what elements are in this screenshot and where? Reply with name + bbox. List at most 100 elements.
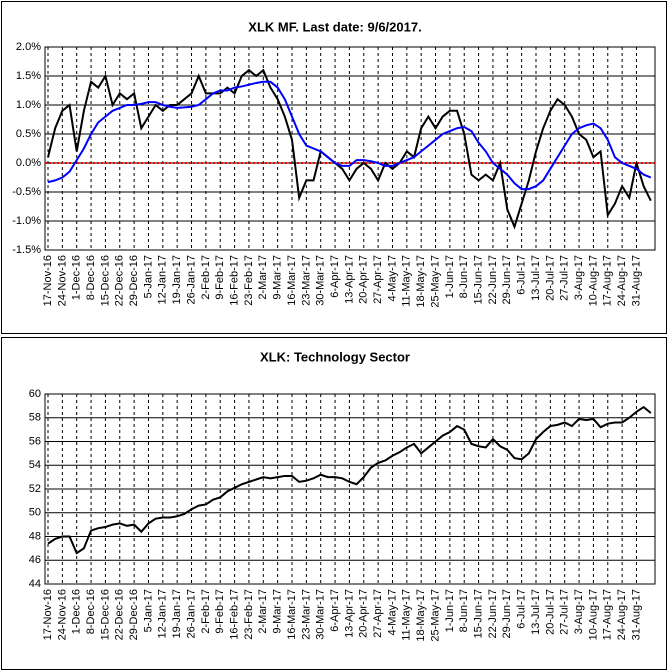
x-tick-label: 30-Mar-17 (315, 589, 327, 640)
series-line (47, 80, 652, 191)
y-tick-label: 50 (29, 507, 41, 519)
x-tick-label: 25-May-17 (429, 255, 441, 308)
x-tick-label: 22-Jun-17 (487, 589, 499, 639)
x-tick-label: 22-Dec-16 (114, 255, 126, 306)
x-tick-label: 19-Jan-17 (171, 255, 183, 305)
y-tick-label: 2.0% (16, 41, 41, 53)
x-tick-label: 2-Feb-17 (200, 255, 212, 300)
x-tick-label: 17-Nov-16 (42, 589, 54, 640)
y-tick-label: -0.5% (12, 186, 41, 198)
x-tick-label: 8-Jun-17 (458, 255, 470, 298)
y-tick-label: 54 (29, 459, 41, 471)
y-tick-label: 1.0% (16, 99, 41, 111)
x-tick-label: 8-Jun-17 (458, 589, 470, 632)
x-tick-label: 27-Apr-17 (372, 589, 384, 638)
x-tick-label: 29-Jun-17 (501, 255, 513, 305)
x-tick-label: 8-Dec-16 (85, 255, 97, 300)
x-tick-label: 8-Dec-16 (85, 589, 97, 634)
y-tick-label: 58 (29, 412, 41, 424)
chart-title: XLK: Technology Sector (260, 349, 410, 364)
x-tick-label: 11-May-17 (401, 589, 413, 641)
y-tick-label: 56 (29, 435, 41, 447)
y-tick-label: 52 (29, 483, 41, 495)
x-tick-label: 29-Jun-17 (501, 589, 513, 639)
x-tick-label: 18-May-17 (415, 255, 427, 308)
x-tick-label: 3-Aug-17 (573, 255, 585, 300)
x-tick-label: 4-May-17 (386, 255, 398, 301)
x-tick-label: 6-Jul-17 (516, 255, 528, 295)
x-tick-label: 30-Mar-17 (315, 255, 327, 306)
x-tick-label: 23-Mar-17 (300, 255, 312, 306)
x-tick-label: 3-Aug-17 (573, 589, 585, 634)
x-tick-label: 1-Jun-17 (444, 255, 456, 298)
x-tick-label: 6-Jul-17 (516, 589, 528, 629)
x-tick-label: 23-Feb-17 (243, 255, 255, 306)
x-tick-label: 26-Jan-17 (185, 589, 197, 639)
x-tick-label: 20-Apr-17 (358, 589, 370, 638)
y-tick-label: 46 (29, 554, 41, 566)
x-tick-label: 10-Aug-17 (587, 255, 599, 306)
x-tick-label: 11-May-17 (401, 255, 413, 307)
x-tick-label: 24-Nov-16 (56, 255, 68, 306)
x-tick-label: 22-Jun-17 (487, 255, 499, 305)
x-tick-label: 25-May-17 (429, 589, 441, 642)
y-tick-label: 0.5% (16, 128, 41, 140)
x-tick-label: 15-Dec-16 (99, 589, 111, 640)
x-tick-label: 13-Jul-17 (530, 255, 542, 301)
x-tick-label: 2-Mar-17 (257, 589, 269, 634)
x-tick-label: 1-Jun-17 (444, 589, 456, 632)
series-line (47, 405, 652, 555)
x-tick-label: 5-Jan-17 (142, 255, 154, 298)
chart-title: XLK MF. Last date: 9/6/2017. (248, 19, 421, 34)
x-tick-label: 10-Aug-17 (587, 589, 599, 640)
x-tick-label: 24-Aug-17 (616, 255, 628, 306)
y-tick-label: -1.0% (12, 215, 41, 227)
x-tick-label: 27-Jul-17 (559, 589, 571, 635)
x-tick-label: 4-May-17 (386, 589, 398, 635)
x-tick-label: 23-Feb-17 (243, 589, 255, 640)
x-tick-label: 2-Mar-17 (257, 255, 269, 300)
x-tick-label: 17-Aug-17 (602, 589, 614, 640)
x-tick-label: 31-Aug-17 (630, 589, 642, 640)
x-tick-label: 31-Aug-17 (630, 255, 642, 306)
x-tick-label: 6-Apr-17 (329, 255, 341, 298)
x-tick-label: 29-Dec-16 (128, 589, 140, 640)
x-tick-label: 24-Nov-16 (56, 589, 68, 640)
y-tick-label: 44 (29, 578, 41, 590)
x-tick-label: 15-Jun-17 (472, 589, 484, 639)
x-tick-label: 2-Feb-17 (200, 589, 212, 634)
x-tick-label: 24-Aug-17 (616, 589, 628, 640)
x-tick-label: 13-Apr-17 (343, 589, 355, 638)
x-tick-label: 9-Mar-17 (272, 255, 284, 300)
x-tick-label: 13-Apr-17 (343, 255, 355, 304)
x-tick-label: 9-Feb-17 (214, 589, 226, 634)
x-tick-label: 27-Apr-17 (372, 255, 384, 304)
x-tick-label: 12-Jan-17 (157, 255, 169, 305)
x-tick-label: 29-Dec-16 (128, 255, 140, 306)
y-tick-label: 0.0% (16, 157, 41, 169)
x-tick-label: 27-Jul-17 (559, 255, 571, 301)
x-tick-label: 1-Dec-16 (71, 255, 83, 300)
x-tick-label: 20-Jul-17 (544, 255, 556, 301)
y-tick-label: 48 (29, 530, 41, 542)
x-tick-label: 15-Jun-17 (472, 255, 484, 305)
y-tick-label: 1.5% (16, 70, 41, 82)
x-tick-label: 16-Feb-17 (228, 589, 240, 640)
x-tick-label: 16-Mar-17 (286, 589, 298, 640)
y-tick-label: 60 (29, 388, 41, 400)
x-tick-label: 1-Dec-16 (71, 589, 83, 634)
x-tick-label: 9-Feb-17 (214, 255, 226, 300)
x-tick-label: 22-Dec-16 (114, 589, 126, 640)
x-tick-label: 18-May-17 (415, 589, 427, 642)
x-tick-label: 19-Jan-17 (171, 589, 183, 639)
x-tick-label: 9-Mar-17 (272, 589, 284, 634)
x-tick-label: 15-Dec-16 (99, 255, 111, 306)
x-tick-label: 17-Aug-17 (602, 255, 614, 306)
y-tick-label: -1.5% (12, 244, 41, 256)
x-tick-label: 12-Jan-17 (157, 589, 169, 639)
x-tick-label: 16-Mar-17 (286, 255, 298, 306)
x-tick-label: 20-Jul-17 (544, 589, 556, 635)
series-line (47, 68, 652, 230)
